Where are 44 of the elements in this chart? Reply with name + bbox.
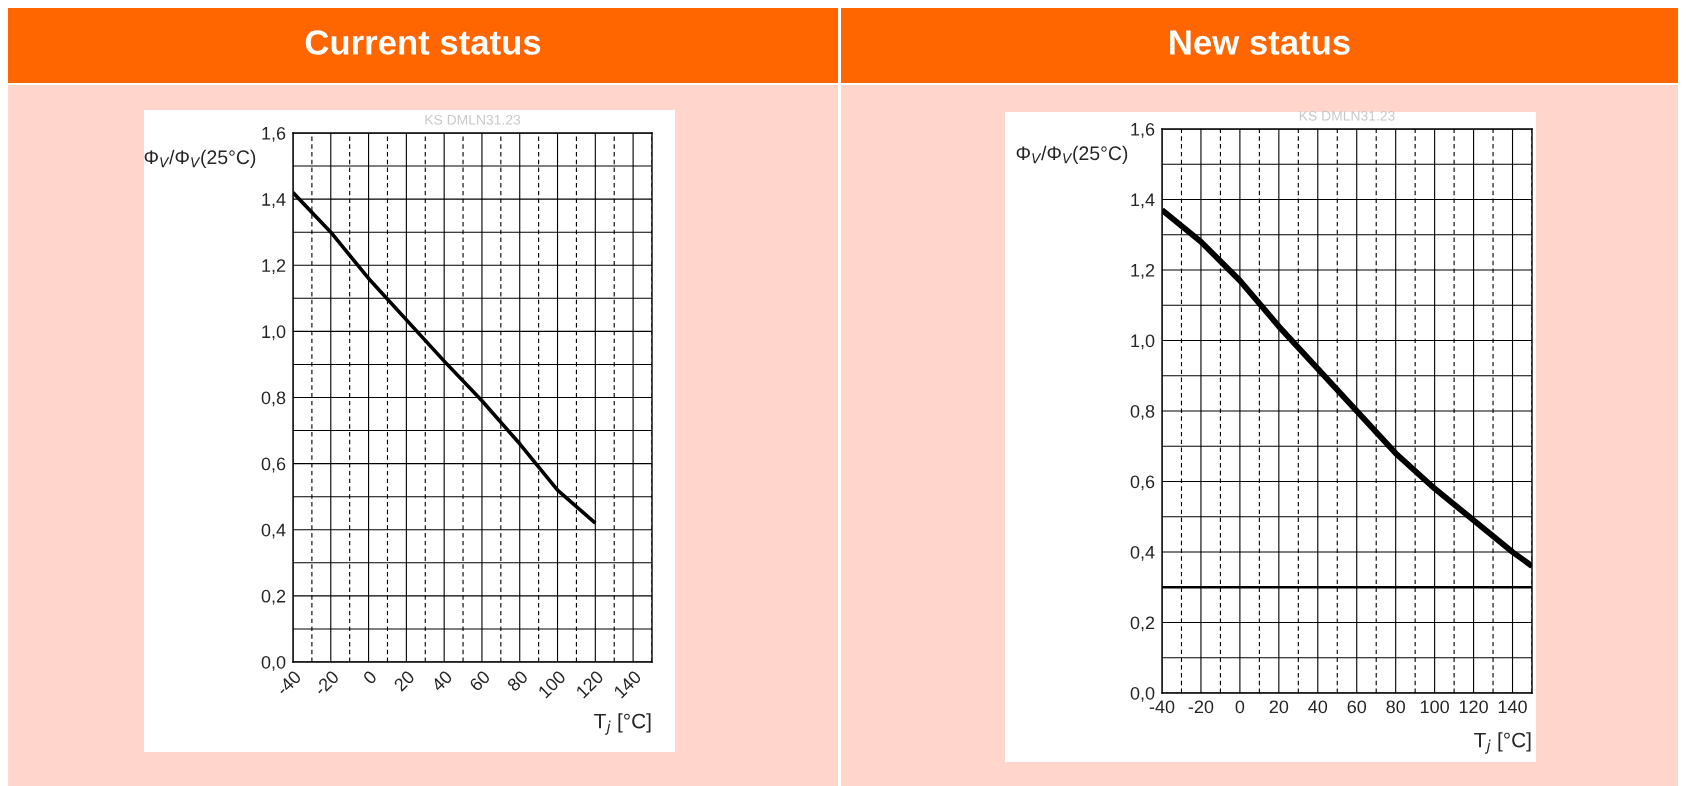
- x-tick-label: -20: [313, 669, 340, 697]
- y-tick-label: 0,8: [1130, 404, 1155, 420]
- x-tick-label: -40: [1149, 700, 1175, 714]
- x-axis-title: T$_{j}$ [°C]: [1474, 732, 1531, 754]
- x-tick-label: 0: [362, 669, 378, 685]
- x-tick-label: 20: [393, 669, 416, 692]
- x-tick-label: 40: [1308, 700, 1328, 714]
- y-tick-label: 0,0: [261, 655, 286, 671]
- y-tick-label: 1,2: [262, 259, 286, 275]
- y-tick-label: 0,4: [261, 523, 286, 539]
- x-tick-label: 0: [1235, 700, 1245, 714]
- y-tick-label: 1,2: [1131, 263, 1155, 279]
- x-tick-label: 120: [575, 669, 605, 699]
- x-tick-label: 60: [468, 669, 491, 692]
- x-tick-label: 140: [613, 669, 642, 699]
- y-tick-label: 1,0: [262, 325, 286, 341]
- y-tick-label: 0,2: [261, 589, 286, 605]
- x-tick-label: 60: [1347, 700, 1367, 714]
- y-axis-title: Φ$_{V}$/Φ$_{V}$(25°C): [144, 149, 256, 168]
- x-axis-title: T$_{j}$ [°C]: [594, 713, 651, 735]
- x-tick-label: 80: [506, 669, 529, 692]
- y-tick-label: 0,6: [1130, 475, 1155, 491]
- y-tick-label: 1,4: [1131, 193, 1155, 209]
- y-tick-label: 0,2: [1130, 616, 1155, 632]
- y-tick-label: 1,6: [262, 126, 286, 142]
- chart-title: Current status: [305, 30, 541, 55]
- x-tick-label: 40: [430, 669, 454, 693]
- y-tick-label: 1,4: [262, 193, 286, 208]
- y-tick-label: 1,6: [1131, 122, 1155, 138]
- y-tick-label: 0,6: [261, 457, 286, 473]
- x-tick-label: 100: [1420, 700, 1449, 714]
- x-tick-label: -40: [275, 669, 302, 697]
- y-tick-label: 0,8: [261, 391, 286, 407]
- x-tick-label: 140: [1498, 700, 1527, 714]
- x-tick-label: 20: [1269, 700, 1289, 714]
- x-tick-label: 120: [1459, 700, 1488, 714]
- y-tick-label: 0,4: [1130, 545, 1155, 561]
- chart-title: New status: [1170, 30, 1350, 55]
- x-tick-label: 100: [537, 669, 567, 699]
- x-tick-label: -20: [1188, 700, 1214, 714]
- y-tick-label: 1,0: [1131, 334, 1155, 350]
- x-tick-label: 80: [1386, 700, 1406, 714]
- y-axis-title: Φ$_{V}$/Φ$_{V}$(25°C): [1016, 145, 1128, 164]
- y-tick-label: 0,0: [1130, 686, 1155, 702]
